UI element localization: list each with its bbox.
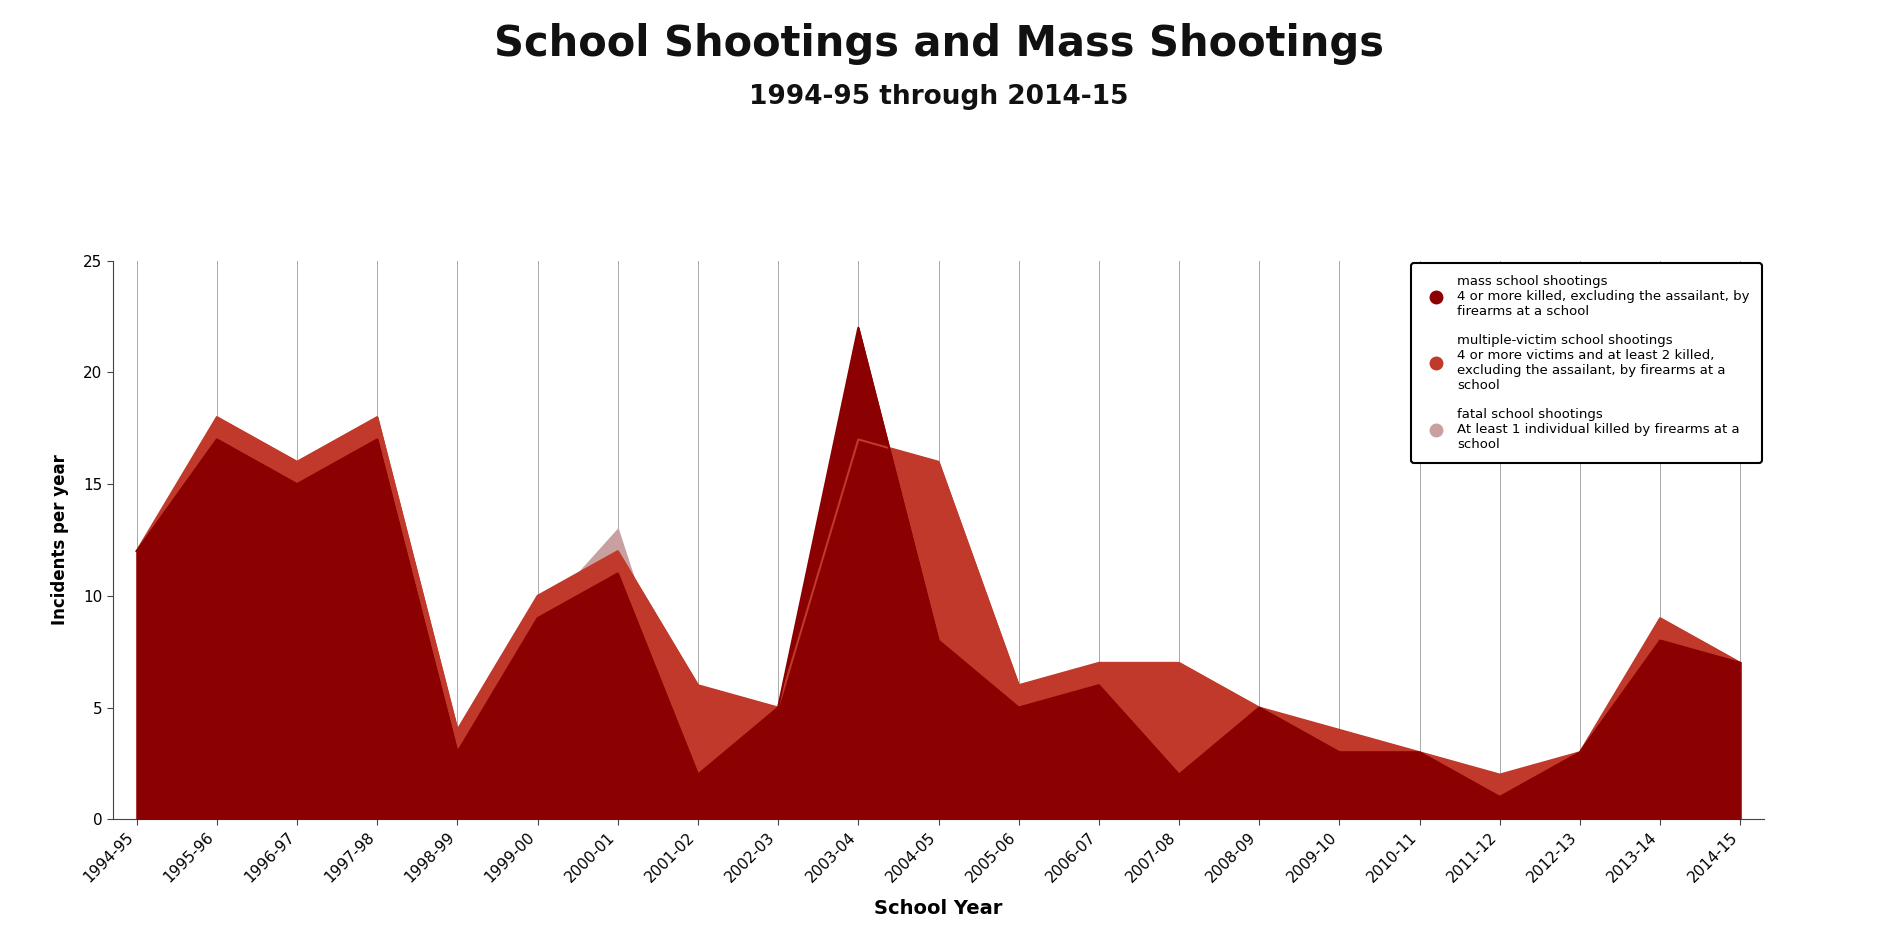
Text: School Shootings and Mass Shootings: School Shootings and Mass Shootings	[494, 23, 1383, 65]
Legend: mass school shootings
4 or more killed, excluding the assailant, by
firearms at : mass school shootings 4 or more killed, …	[1412, 263, 1763, 463]
X-axis label: School Year: School Year	[875, 899, 1002, 918]
Text: 1994-95 through 2014-15: 1994-95 through 2014-15	[749, 84, 1128, 110]
Y-axis label: Incidents per year: Incidents per year	[51, 454, 69, 626]
